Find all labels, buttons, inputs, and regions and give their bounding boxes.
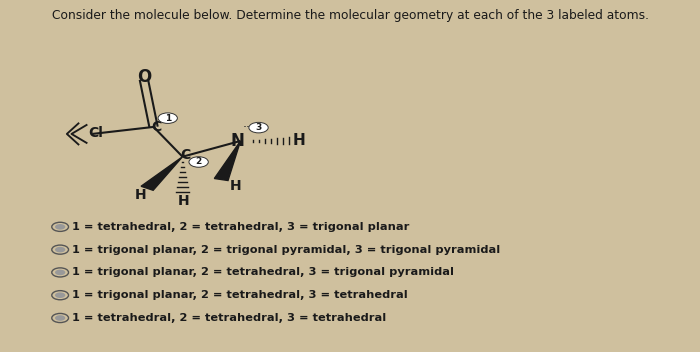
Text: Consider the molecule below. Determine the molecular geometry at each of the 3 l: Consider the molecule below. Determine t… [52,10,648,23]
Text: 1 = trigonal planar, 2 = tetrahedral, 3 = tetrahedral: 1 = trigonal planar, 2 = tetrahedral, 3 … [71,290,407,300]
Circle shape [52,313,69,322]
Text: ··: ·· [243,121,251,134]
Circle shape [55,270,65,275]
Text: 1 = tetrahedral, 2 = tetrahedral, 3 = trigonal planar: 1 = tetrahedral, 2 = tetrahedral, 3 = tr… [71,222,409,232]
Circle shape [55,224,65,230]
Polygon shape [214,141,241,181]
Text: 1 = trigonal planar, 2 = tetrahedral, 3 = trigonal pyramidal: 1 = trigonal planar, 2 = tetrahedral, 3 … [71,268,454,277]
Text: 3: 3 [256,123,262,132]
Text: H: H [135,188,146,202]
Circle shape [249,122,268,133]
Text: N: N [230,132,244,150]
Polygon shape [141,157,183,190]
Text: O: O [136,68,151,86]
Circle shape [158,113,177,124]
Text: 2: 2 [195,157,202,166]
Circle shape [52,245,69,254]
Circle shape [52,268,69,277]
Text: H: H [293,133,305,149]
Text: C: C [151,120,161,134]
Text: Cl: Cl [88,126,103,140]
Text: C: C [180,148,190,162]
Circle shape [55,247,65,252]
Circle shape [55,293,65,298]
Circle shape [52,291,69,300]
Text: 1 = tetrahedral, 2 = tetrahedral, 3 = tetrahedral: 1 = tetrahedral, 2 = tetrahedral, 3 = te… [71,313,386,323]
Circle shape [52,222,69,231]
Circle shape [189,157,209,167]
Text: 1: 1 [164,114,171,122]
Text: H: H [230,179,242,193]
Circle shape [55,315,65,321]
Text: H: H [178,194,190,208]
Text: 1 = trigonal planar, 2 = trigonal pyramidal, 3 = trigonal pyramidal: 1 = trigonal planar, 2 = trigonal pyrami… [71,245,500,254]
